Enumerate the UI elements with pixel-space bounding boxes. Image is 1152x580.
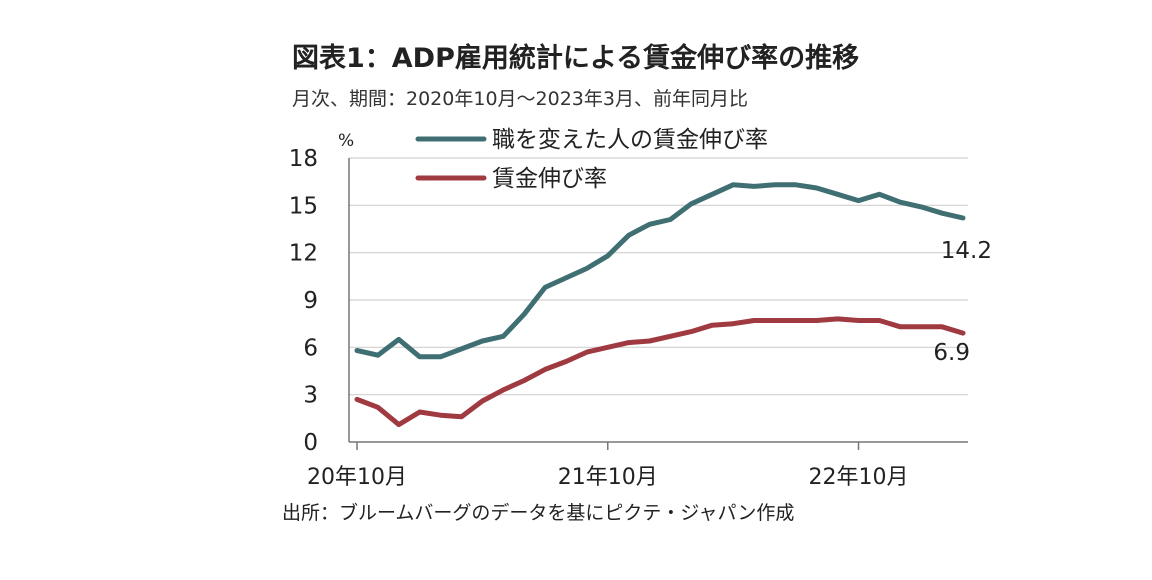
y-tick-label: 6 [303,335,318,361]
y-tick-label: 3 [303,383,318,409]
chart-subtitle: 月次、期間：2020年10月～2023年3月、前年同月比 [292,88,748,110]
gridlines [349,157,968,396]
data-labels: 14.2 6.9 [933,238,992,366]
axes [348,158,968,450]
series-line-1 [354,316,966,428]
chart-title: 図表1：ADP雇用統計による賃金伸び率の推移 [292,43,860,74]
y-tick-label: 0 [303,430,318,456]
x-tick-label: 22年10月 [809,465,909,490]
y-tick-labels: 0 3 6 9 12 15 18 [289,146,318,456]
data-label: 14.2 [941,238,992,264]
legend-label: 賃金伸び率 [492,166,607,192]
x-tick-label: 20年10月 [307,465,407,490]
source-note: 出所：ブルームバーグのデータを基にピクテ・ジャパン作成 [282,502,795,524]
y-tick-label: 18 [289,146,318,172]
x-tick-labels: 20年10月 21年10月 22年10月 [307,465,909,490]
data-label: 6.9 [933,340,970,366]
legend-label: 職を変えた人の賃金伸び率 [492,127,768,153]
series-line-0 [354,182,966,360]
series-lines [354,182,966,428]
y-unit-label: % [338,131,354,151]
y-tick-label: 15 [289,193,318,219]
y-tick-label: 9 [303,288,318,314]
y-tick-label: 12 [289,241,318,267]
x-tick-label: 21年10月 [558,465,658,490]
